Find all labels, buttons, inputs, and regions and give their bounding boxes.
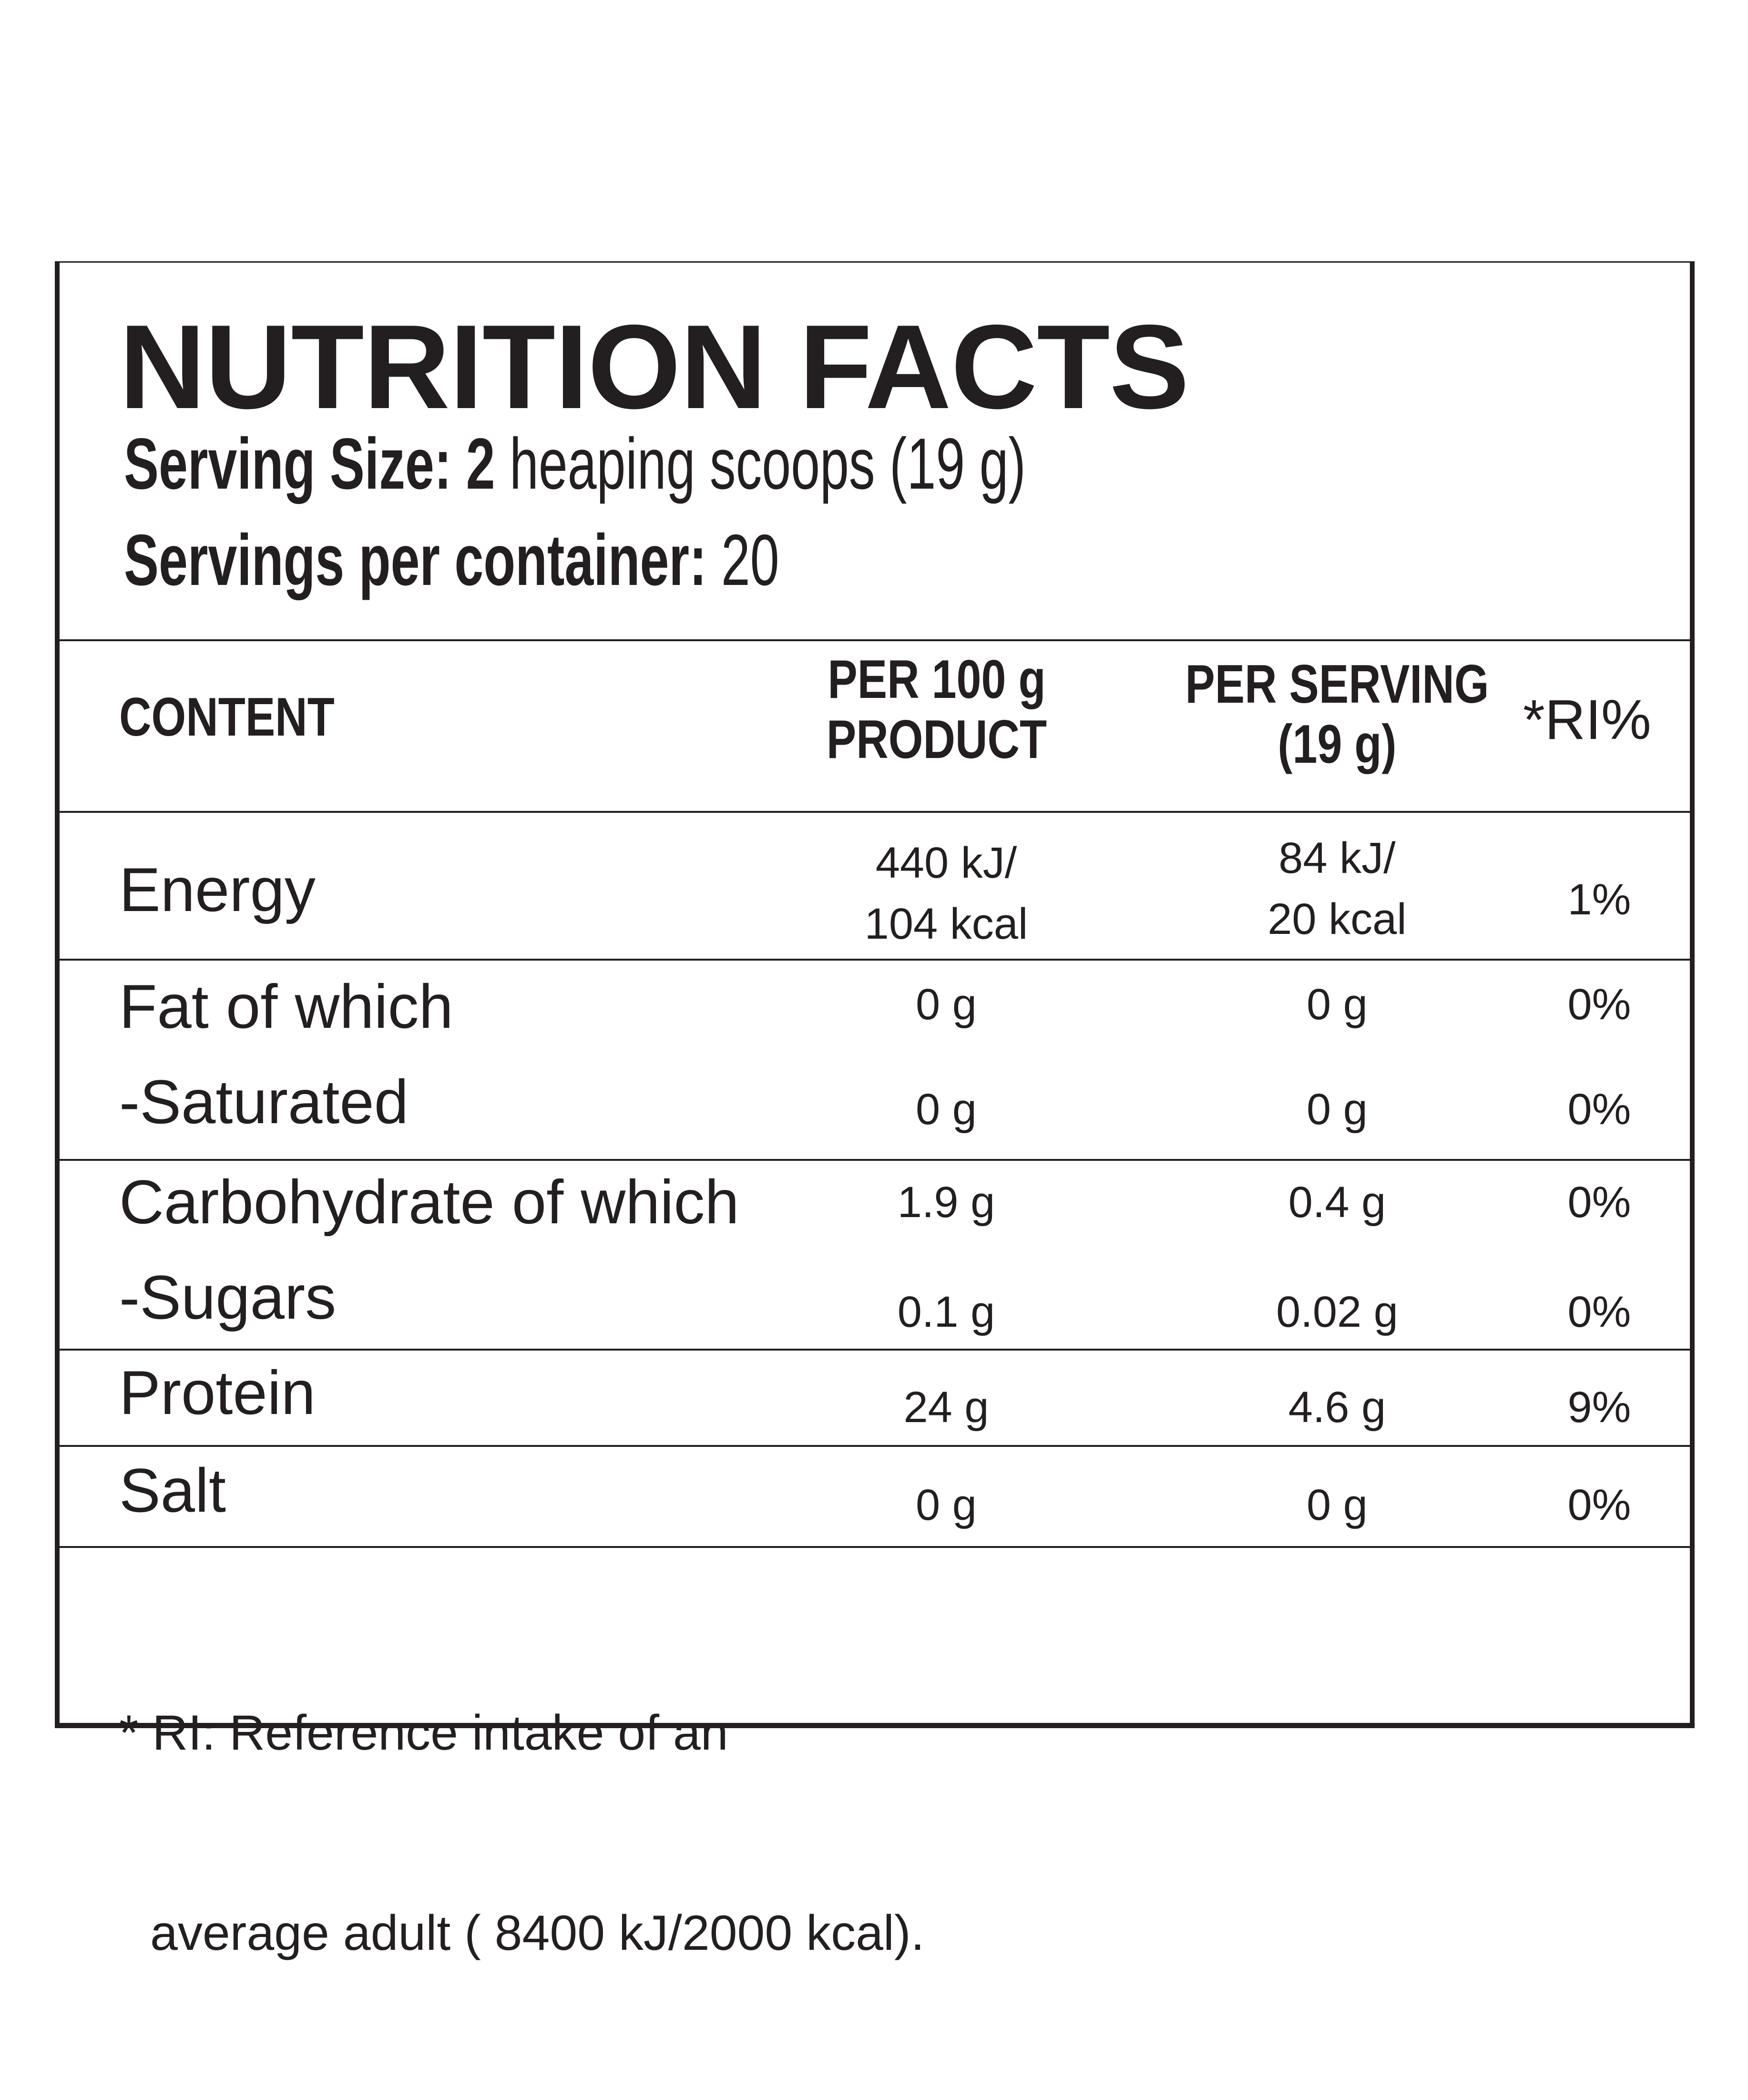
energy-per-serving: 84 kJ/ 20 kcal [1146, 828, 1528, 950]
energy-ri: 1% [1567, 875, 1631, 924]
salt-ri: 0% [1567, 1481, 1631, 1529]
footnote-line2: average adult ( 8400 kJ/2000 kcal). [150, 1905, 925, 1961]
energy-per-serving-kj: 84 kJ/ [1278, 834, 1396, 882]
header-per-serving: PER SERVING (19 g) [1142, 655, 1533, 775]
header-per-100g-line1: PER 100 g [828, 649, 1046, 710]
energy-per-serving-kcal: 20 kcal [1268, 895, 1407, 943]
saturated-per-100g: 0 g [916, 1085, 977, 1134]
divider [60, 811, 1690, 813]
protein-ri: 9% [1567, 1383, 1631, 1432]
nutrient-sugars: -Sugars [119, 1262, 337, 1332]
divider [60, 959, 1690, 961]
divider [60, 639, 1690, 641]
sugars-per-100g: 0.1 g [897, 1288, 995, 1336]
salt-per-serving: 0 g [1307, 1481, 1368, 1529]
fat-per-serving: 0 g [1307, 980, 1368, 1029]
header-per-100g: PER 100 g PRODUCT [757, 650, 1116, 770]
energy-per-100g: 440 kJ/ 104 kcal [765, 832, 1127, 954]
carbohydrate-per-serving: 0.4 g [1288, 1178, 1386, 1227]
nutrient-saturated: -Saturated [119, 1067, 409, 1137]
protein-per-serving: 4.6 g [1288, 1383, 1386, 1432]
header-per-serving-line1: PER SERVING [1185, 654, 1489, 715]
divider [60, 1445, 1690, 1447]
serving-size-amount: 2 [466, 423, 495, 504]
nutrient-energy: Energy [119, 855, 316, 924]
serving-size-label: Serving Size: [124, 423, 452, 504]
nutrition-facts-label: NUTRITION FACTS Serving Size: 2 heaping … [55, 261, 1695, 1961]
footnote: * RI: Reference intake of an average adu… [119, 1566, 925, 2100]
sugars-ri: 0% [1567, 1288, 1631, 1336]
header-per-serving-line2: (19 g) [1278, 714, 1397, 775]
serving-size: Serving Size: 2 heaping scoops (19 g) [124, 428, 1026, 500]
footnote-line1: * RI: Reference intake of an [119, 1705, 728, 1761]
saturated-per-serving: 0 g [1307, 1085, 1368, 1134]
carbohydrate-ri: 0% [1567, 1178, 1631, 1227]
energy-per-100g-kj: 440 kJ/ [875, 839, 1017, 887]
header-ri: *RI% [1523, 688, 1651, 751]
salt-per-100g: 0 g [916, 1481, 977, 1529]
servings-per-container-label: Servings per container: [124, 520, 707, 601]
fat-ri: 0% [1567, 980, 1631, 1029]
energy-per-100g-kcal: 104 kcal [864, 900, 1028, 948]
nutrient-fat: Fat of which [119, 972, 453, 1041]
sugars-per-serving: 0.02 g [1276, 1288, 1398, 1336]
header-content: CONTENT [119, 687, 335, 748]
divider [60, 1159, 1690, 1161]
carbohydrate-per-100g: 1.9 g [897, 1178, 995, 1227]
saturated-ri: 0% [1567, 1085, 1631, 1134]
divider [60, 1546, 1695, 1548]
label-title: NUTRITION FACTS [119, 300, 1189, 434]
header-per-100g-line2: PRODUCT [826, 709, 1047, 770]
divider [60, 1349, 1690, 1351]
servings-per-container-value: 20 [721, 520, 779, 601]
header-content-label: CONTENT [119, 687, 335, 748]
protein-per-100g: 24 g [903, 1383, 989, 1432]
servings-per-container: Servings per container: 20 [124, 524, 779, 596]
nutrient-carbohydrate: Carbohydrate of which [119, 1167, 739, 1237]
serving-size-unit: heaping scoops (19 g) [509, 423, 1026, 504]
nutrient-salt: Salt [119, 1455, 226, 1525]
nutrient-protein: Protein [119, 1358, 316, 1427]
fat-per-100g: 0 g [916, 980, 977, 1029]
